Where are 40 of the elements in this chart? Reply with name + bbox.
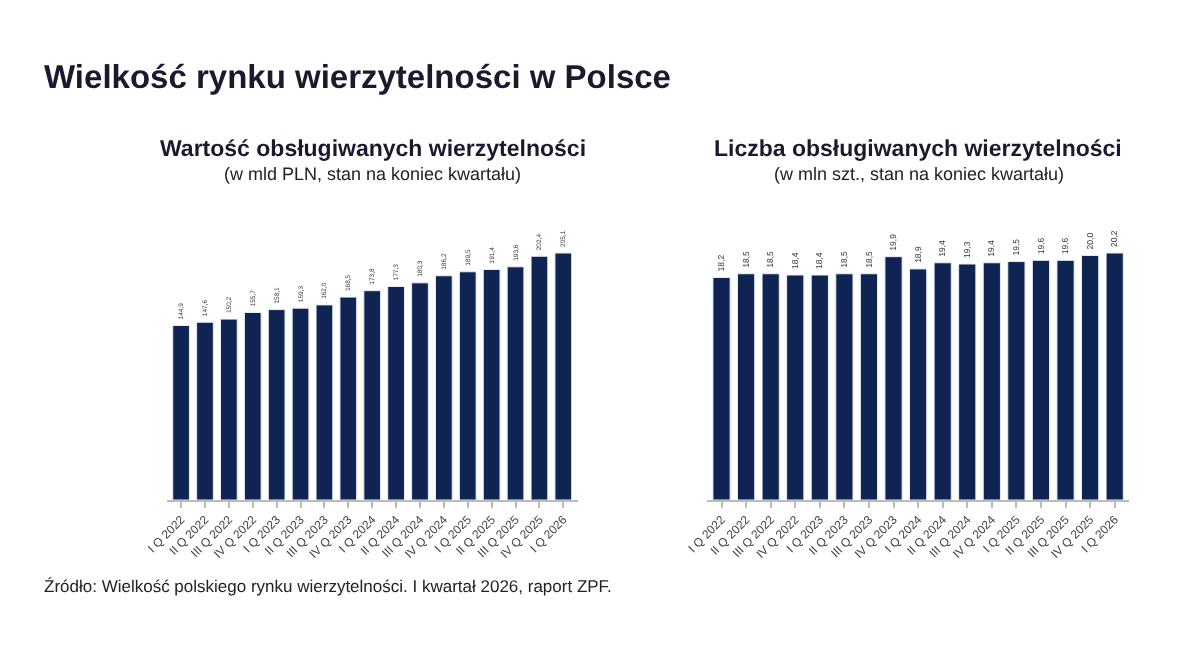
bar xyxy=(1007,261,1026,500)
bar xyxy=(363,290,382,500)
bar xyxy=(859,273,879,500)
bar xyxy=(435,275,453,500)
bar xyxy=(267,309,286,500)
bar xyxy=(411,282,429,500)
bar xyxy=(982,262,1001,500)
bar xyxy=(482,269,501,500)
bar xyxy=(243,312,262,500)
bar xyxy=(339,296,358,500)
text: Wielkość rynku wierzytelności w Polsce xyxy=(44,60,671,96)
chart-subtitle: (w mld PLN, stan na koniec kwartału) xyxy=(224,164,522,184)
bar xyxy=(172,325,190,500)
text: Źródło: Wielkość polskiego rynku wierzytelności. I kwartał 2026, raport ZPF. xyxy=(44,576,612,596)
bar xyxy=(530,255,549,500)
bar xyxy=(291,307,310,500)
bar xyxy=(1031,259,1051,500)
bar xyxy=(387,285,405,500)
chart-title: Liczba obsługiwanych wierzytelności xyxy=(714,138,1122,162)
bar xyxy=(1081,254,1100,500)
bar xyxy=(1056,259,1075,500)
bar xyxy=(835,273,854,500)
bar xyxy=(933,262,952,500)
bar xyxy=(810,274,829,500)
bar xyxy=(554,252,573,500)
bar xyxy=(506,266,525,500)
bar xyxy=(786,274,805,500)
bar xyxy=(761,273,780,500)
bar xyxy=(315,304,334,500)
bar xyxy=(884,256,903,500)
chart-subtitle: (w mln szt., stan na koniec kwartału) xyxy=(774,164,1065,184)
bar xyxy=(220,318,238,500)
bar xyxy=(712,276,731,500)
bar xyxy=(909,268,928,500)
bar xyxy=(196,321,214,500)
chart-title: Wartość obsługiwanych wierzytelności xyxy=(160,138,587,162)
bar xyxy=(1105,252,1124,500)
bar xyxy=(458,271,477,500)
bar xyxy=(737,273,756,500)
bar xyxy=(958,263,977,500)
